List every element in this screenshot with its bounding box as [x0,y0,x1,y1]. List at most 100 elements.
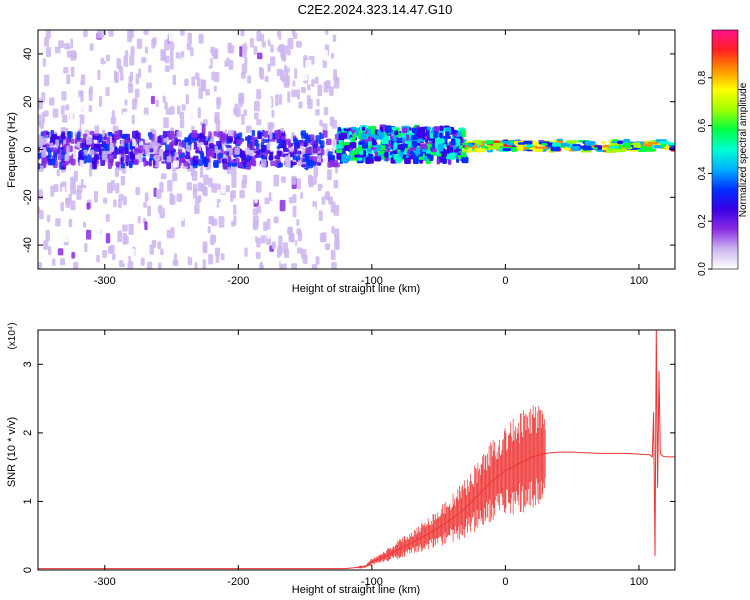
spectrogram-cell [216,97,222,106]
spectrogram-cell [86,211,90,221]
spectrogram-cell [128,75,133,87]
spectrogram-cell [374,145,381,150]
spectrogram-cell [378,132,385,139]
spectrogram-cell [255,251,261,260]
spectrogram-cell [64,42,70,50]
spectrogram-cell [347,155,352,160]
spectrogram-cell [137,132,141,140]
spectrogram-cell [181,104,186,111]
spectrogram-cell [143,30,149,36]
spectrogram-cell [279,245,283,255]
spectrogram-cell [146,82,152,89]
spectrogram-cell [180,250,185,261]
spectrogram-cell [279,69,285,81]
spectrogram-cell [143,107,149,116]
snr-noise-marks [358,405,546,569]
spectrogram-cell [278,94,283,105]
spectrogram-cell [264,83,269,90]
spectrogram-cell [139,222,144,235]
spectrogram-cell [271,241,276,250]
spectrogram-marks [38,30,675,269]
spectrogram-cell [437,143,444,152]
spectrogram-cell [402,127,408,134]
spectrogram-cell [467,147,473,153]
spectrogram-cell [122,224,128,232]
spectrogram-cell [329,86,334,96]
x-tick-label: -300 [94,275,116,287]
spectrogram-cell [261,41,266,48]
spectrogram-cell [45,229,50,242]
spectrogram-cell [241,113,245,125]
spectrogram-cell [420,126,426,134]
spectrogram-cell [241,179,247,189]
spectrogram-cell [296,89,300,100]
spectrogram-cell [306,94,311,105]
spectrogram-cell [154,66,161,77]
spectrogram-cell [60,30,65,39]
spectrogram-cell [617,140,624,144]
spectrogram-cell [237,161,243,168]
spectrogram-cell [255,150,260,156]
spectrogram-cell [141,57,147,64]
spectrogram-cell [178,141,184,147]
spectrogram-cell [120,175,126,186]
spectrogram-cell [160,173,167,180]
spectrogram-cell [269,130,273,140]
spectrogram-cell [269,152,274,159]
spectrogram-cell [81,206,87,213]
spectrogram-cell [162,95,166,103]
spectrogram-cell [600,141,606,144]
spectrogram-cell [341,155,349,163]
spectrogram-cell [135,117,141,127]
spectrogram-cell [179,111,185,120]
spectrogram-cell [253,100,260,112]
spectrogram-cell [297,247,303,254]
spectrogram-cell [196,133,201,139]
spectrogram-cell [138,68,142,78]
spectrogram-cell [290,147,294,153]
spectrogram-cell [287,91,291,103]
spectrogram-cell [155,158,160,168]
spectrogram-cell [143,201,147,208]
spectrogram-cell [281,263,287,269]
spectrogram-cell [115,183,120,194]
spectrogram-cell [287,37,294,50]
spectrogram-cell [278,212,283,222]
spectrogram-cell [439,138,445,144]
spectrogram-cell [270,141,274,152]
colorbar: 0.0 0.2 0.4 0.6 0.8 Normalized spectral ampl… [697,29,749,276]
colorbar-gradient [711,29,739,270]
colorbar-label: Normalized spectral amplitude [738,82,749,217]
spectrogram-cell [436,157,440,165]
colorbar-tick-label: 0.8 [697,70,708,84]
spectrogram-cell [179,156,185,162]
spectrogram-cell [274,159,278,168]
spectrogram-cell [166,229,171,239]
spectrogram-cell [85,64,90,77]
spectrogram-cell [205,89,210,96]
spectrogram-cell [304,134,311,144]
spectrogram-cell [114,167,120,177]
spectrogram-cell [168,30,174,42]
spectrogram-cell [157,241,162,250]
spectrogram-cell [197,194,202,203]
spectrogram-cell [154,154,161,161]
spectrogram-cell [155,99,160,108]
spectrogram-cell [160,248,164,256]
spectrogram-cell [114,145,118,151]
spectrogram-cell [126,110,130,118]
spectrogram-cell [329,160,335,167]
spectrogram-cell [172,172,178,182]
spectrogram-cell [198,87,203,100]
spectrogram-cell [277,162,284,168]
spectrogram-cell [242,49,247,58]
spectrogram-cell [323,106,329,116]
spectrogram-cell [335,167,339,174]
spectrogram-cell [144,192,149,202]
spectrogram-cell [307,174,313,185]
spectrogram-cell [462,142,469,146]
spectrogram-cell [39,120,44,129]
spectrogram-cell [445,131,450,139]
spectrogram-cell [65,197,71,209]
spectrogram-cell [160,49,166,62]
